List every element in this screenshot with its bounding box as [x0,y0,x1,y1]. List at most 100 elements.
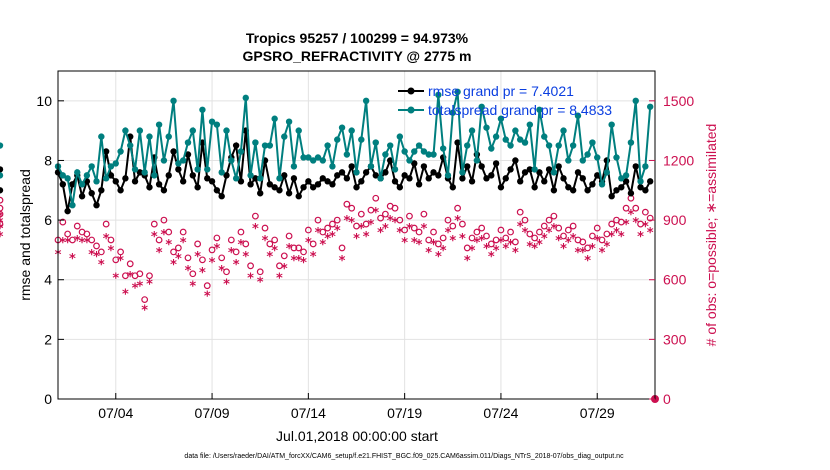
rmse-point [88,190,95,197]
rmse-point [642,187,649,194]
obs-assimilated-point: * [550,222,557,237]
obs-assimilated-point: * [623,218,630,233]
obs-possible-point [309,240,317,248]
obs-assimilated-point: * [594,234,601,249]
obs-possible-point [338,244,346,252]
rmse-point [512,157,519,164]
ticks: 07/04 07/09 07/14 07/19 07/24 07/29 0 2 4 6 8 10 0 30… [36,93,694,421]
obs-assimilated-point: * [579,246,586,261]
obs-assimilated-point: * [493,244,500,259]
rmse-point [69,181,76,188]
legend: rmse grand pr = 7.4021 totalspread grand… [398,83,612,118]
totalspread-point [78,181,86,188]
totalspread-point [141,169,148,176]
obs-assimilated-point: * [348,216,355,231]
rmse-point [637,184,644,191]
rmse-point [146,184,153,191]
obs-assimilated-point: * [0,230,4,245]
obs-assimilated-point: * [517,220,524,235]
obs-possible-point [256,268,264,276]
totalspread-point [199,106,206,113]
rmse-point [329,181,336,188]
rmse-point [565,184,572,191]
rmse-point [314,181,322,188]
rmse-point [478,163,485,170]
obs-possible-point [290,244,298,252]
rmse-point [353,184,360,191]
legend-marker-rmse [407,87,415,95]
obs-assimilated-point: * [266,250,273,265]
totalspread-point [579,157,586,164]
rmse-point [338,169,346,176]
rmse-point [492,160,500,167]
x-tick-label: 07/24 [483,405,518,421]
rmse-point [406,175,413,182]
totalspread-point [208,118,216,125]
obs-assimilated-point: * [531,242,538,257]
totalspread-point [449,109,456,116]
legend-rmse: rmse grand pr = 7.4021 [428,83,574,99]
obs-assimilated-point: * [213,242,220,257]
obs-assimilated-point: * [473,236,480,251]
obs-assimilated-point: * [603,240,610,255]
totalspread-point [589,139,596,146]
y-tick-label-left: 6 [44,212,52,228]
obs-possible-point [507,228,514,236]
totalspread-point [232,175,240,182]
rmse-point [184,151,192,158]
rmse-point [574,169,582,176]
totalspread-point [151,172,158,179]
y-axis-label-left: rmse and totalspread [17,169,33,301]
totalspread-point [541,133,548,140]
y-tick-label-left: 10 [36,93,52,109]
rmse-point [112,178,119,185]
totalspread-point [545,142,553,149]
obs-possible-point [454,204,462,212]
rmse-point [194,184,201,191]
obs-assimilated-point: * [642,220,649,235]
obs-possible-point [232,248,240,256]
obs-possible-point [165,228,173,236]
rmse-point [483,175,490,182]
chart-title-line1: Tropics 95257 / 100299 = 94.973% [246,30,469,46]
rmse-point [334,172,341,179]
rmse-point [276,187,283,194]
obs-assimilated-point: * [372,206,379,221]
obs-assimilated-point: * [488,250,495,265]
obs-possible-point [603,230,611,238]
obs-possible-point [83,230,91,238]
obs-assimilated-point: * [286,242,293,257]
rmse-point [618,184,625,191]
obs-possible-point [247,262,254,270]
rmse-point [295,193,302,200]
rmse-point [324,178,331,185]
obs-assimilated-point: * [0,216,4,231]
obs-possible-point [170,248,177,256]
rmse-point [179,178,187,185]
obs-possible-point [632,204,640,212]
obs-possible-point [333,216,341,224]
obs-possible-point [0,220,4,228]
obs-possible-point [189,270,197,278]
obs-assimilated-point: * [618,230,625,245]
obs-possible-point [497,226,505,234]
totalspread-point [613,154,620,161]
obs-assimilated-point: * [185,264,192,279]
rmse-point [300,184,307,191]
totalspread-point [382,151,389,158]
totalspread-point [290,163,298,170]
rmse-point [285,190,293,197]
obs-possible-point [521,216,529,224]
totalspread-point [362,97,370,105]
rmse-point [358,178,365,185]
obs-possible-point [381,210,389,218]
obs-assimilated-point: * [238,238,245,253]
totalspread-point [295,127,302,134]
rmse-point [0,166,4,173]
rmse-point [64,207,71,215]
obs-assimilated-point: * [522,226,529,241]
obs-assimilated-point: * [440,244,447,259]
obs-possible-point [372,194,380,202]
obs-assimilated-point: * [647,226,654,241]
